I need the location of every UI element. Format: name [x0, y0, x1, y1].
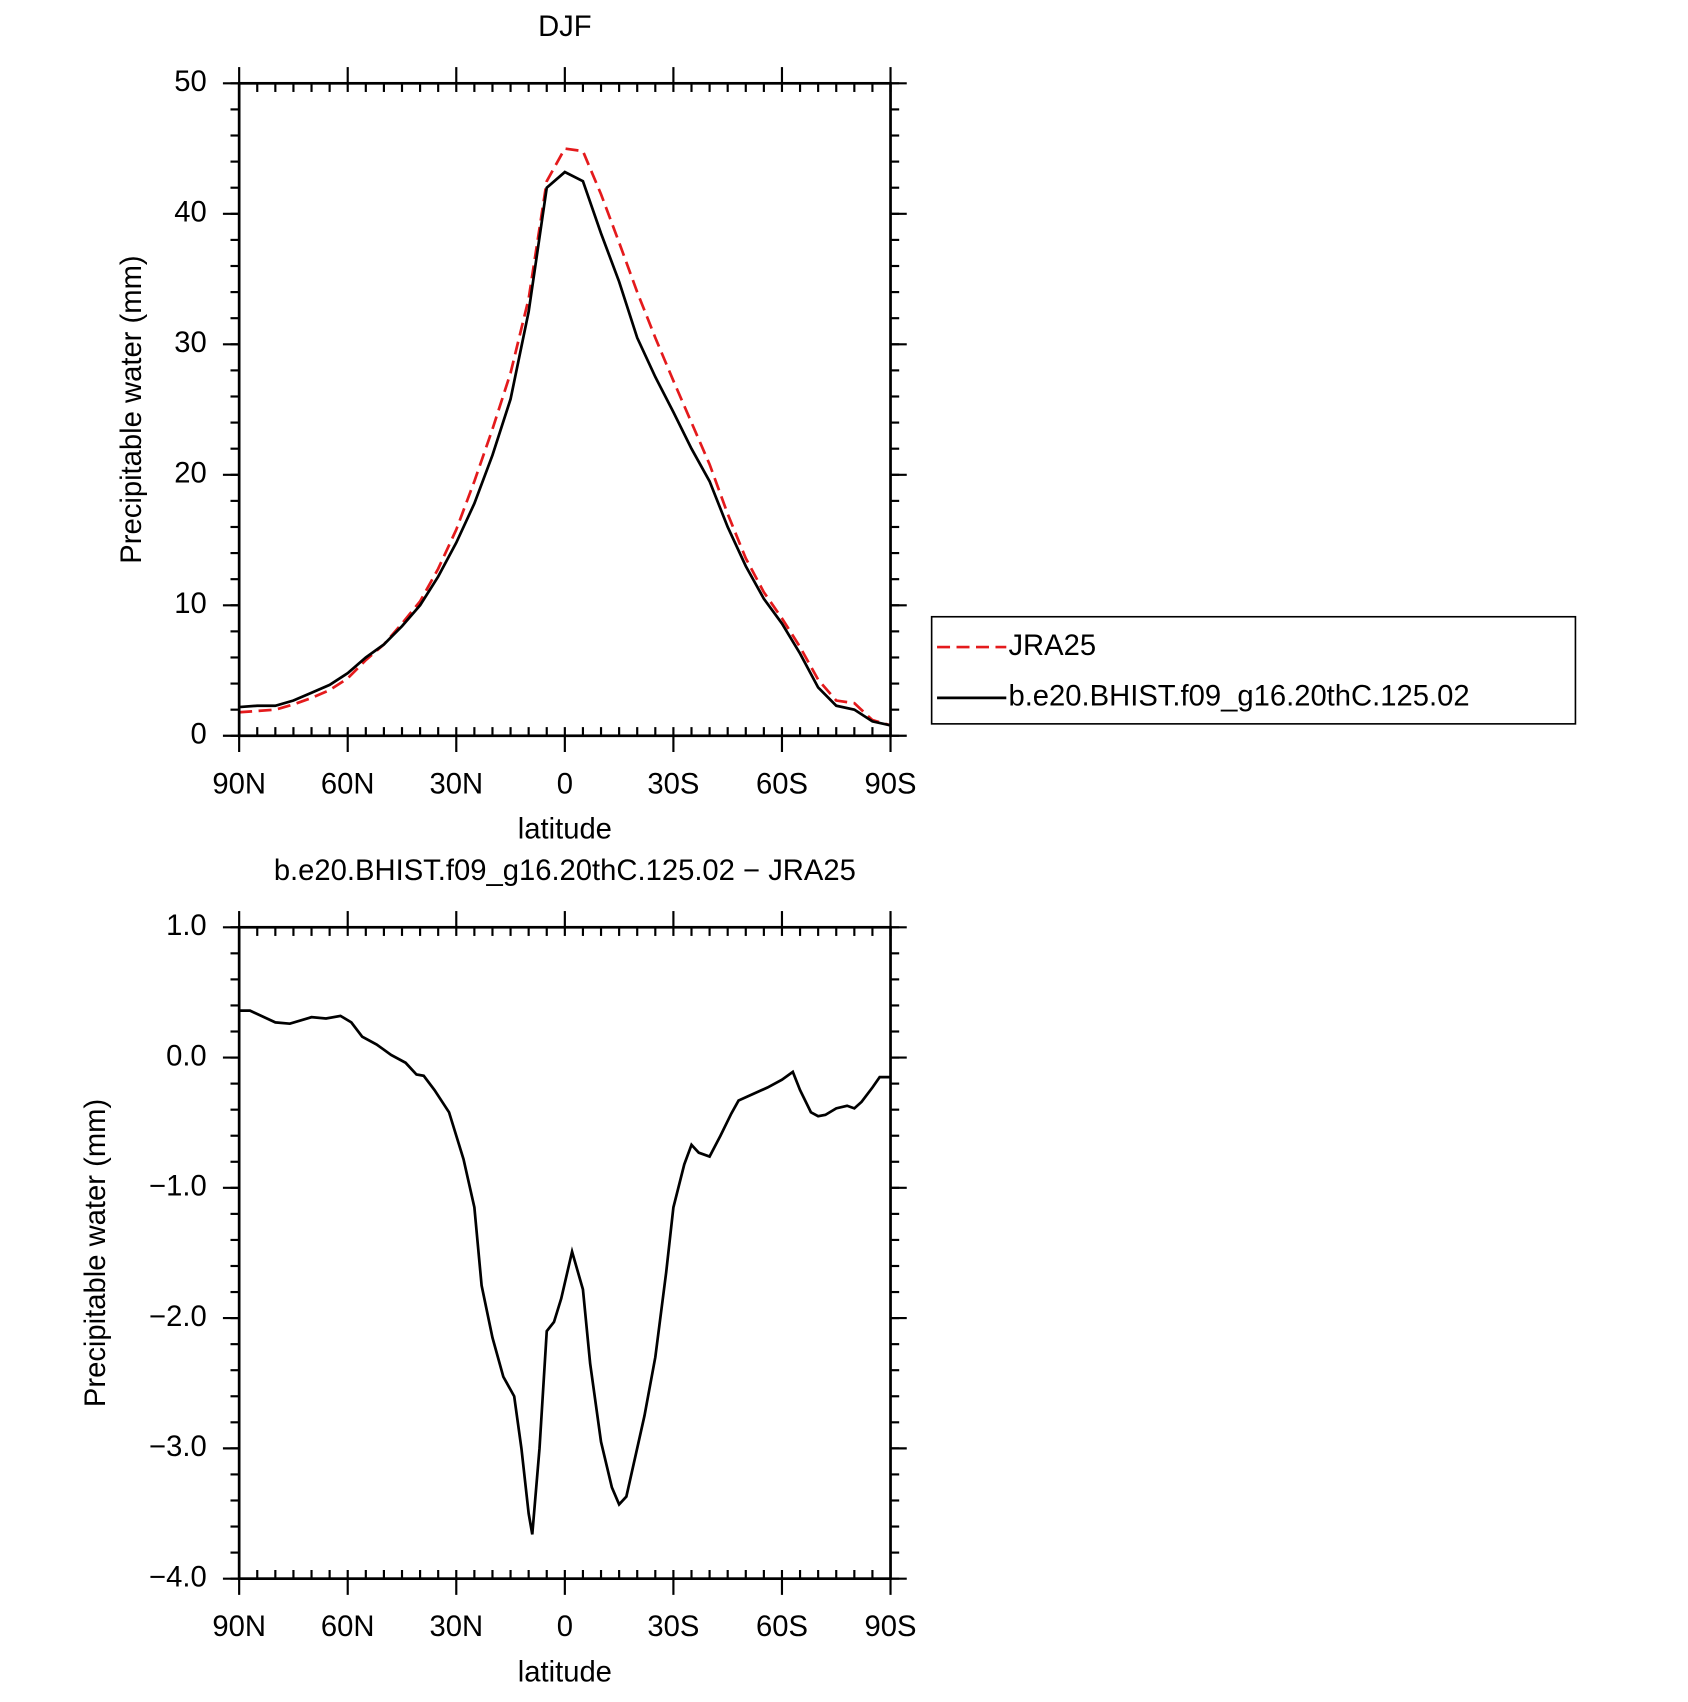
y-tick-label: 10: [174, 588, 206, 620]
y-tick-label: 20: [174, 458, 206, 490]
y-tick-label: 0: [190, 718, 206, 750]
y-axis-label: Precipitable water (mm): [80, 1099, 112, 1407]
y-tick-label: 50: [174, 66, 206, 98]
x-tick-label: 30S: [647, 768, 699, 800]
x-axis-label: latitude: [518, 1657, 612, 1689]
x-axis-label: latitude: [518, 814, 612, 846]
data-line: [239, 147, 891, 727]
x-tick-label: 90N: [212, 1611, 266, 1643]
data-line: [239, 170, 891, 727]
y-tick-label: 40: [174, 197, 206, 229]
x-tick-label: 90N: [212, 768, 266, 800]
y-tick-label: −4.0: [149, 1561, 207, 1593]
x-tick-label: 30N: [429, 1611, 483, 1643]
y-tick-label: 30: [174, 327, 206, 359]
legend-box: [930, 615, 1577, 725]
plot-frame: [237, 81, 892, 738]
x-tick-label: 60S: [756, 768, 808, 800]
x-tick-label: 90S: [865, 768, 917, 800]
legend-label: JRA25: [1008, 630, 1096, 662]
x-tick-label: 60N: [321, 768, 375, 800]
y-tick-label: 1.0: [166, 910, 207, 942]
data-line: [239, 1009, 891, 1535]
x-tick-label: 30N: [429, 768, 483, 800]
x-tick-label: 0: [557, 768, 573, 800]
plot-frame: [237, 925, 892, 1581]
y-tick-label: −2.0: [149, 1301, 207, 1333]
chart-title: DJF: [538, 11, 592, 43]
y-tick-label: −3.0: [149, 1431, 207, 1463]
y-axis-label: Precipitable water (mm): [116, 255, 148, 563]
chart-title: b.e20.BHIST.f09_g16.20thC.125.02 − JRA25: [274, 855, 856, 887]
legend-label: b.e20.BHIST.f09_g16.20thC.125.02: [1008, 681, 1469, 713]
x-tick-label: 30S: [647, 1611, 699, 1643]
y-tick-label: 0.0: [166, 1040, 207, 1072]
x-tick-label: 90S: [865, 1611, 917, 1643]
x-tick-label: 60S: [756, 1611, 808, 1643]
y-tick-label: −1.0: [149, 1171, 207, 1203]
x-tick-label: 0: [557, 1611, 573, 1643]
x-tick-label: 60N: [321, 1611, 375, 1643]
